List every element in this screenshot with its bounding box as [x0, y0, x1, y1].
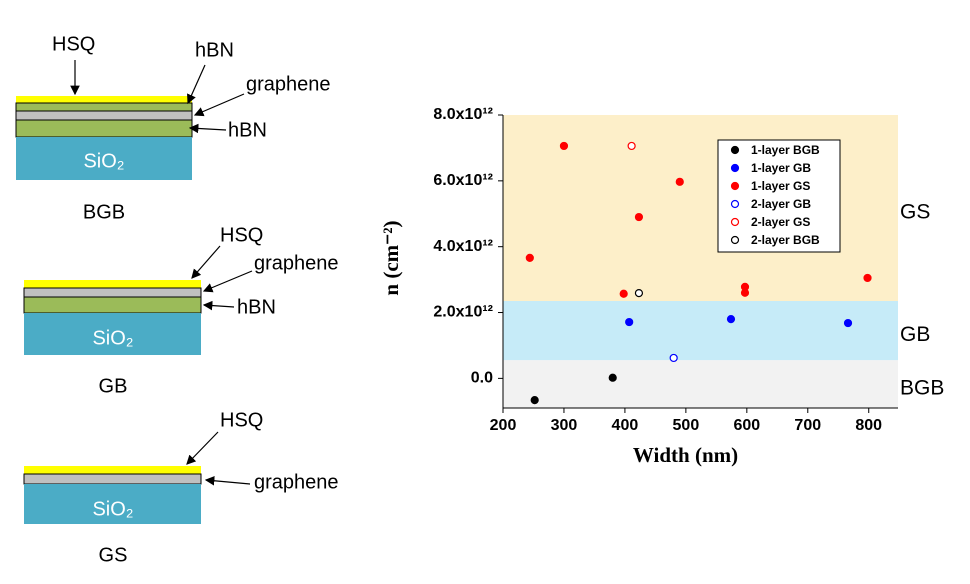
legend-marker [730, 199, 740, 209]
point [625, 317, 634, 327]
legend-marker [730, 163, 740, 173]
substrate-label: SiO₂ [92, 498, 133, 520]
arrow [202, 300, 235, 311]
legend-box [717, 139, 841, 253]
caption: GB [99, 375, 128, 397]
caption: BGB [83, 201, 125, 223]
graphene-layer [23, 287, 202, 298]
sio2-layer [24, 313, 201, 355]
arrow [188, 123, 227, 134]
arrow [186, 431, 219, 465]
region [503, 301, 898, 361]
diagram-bgb: SiO₂ HSQ hBN graphene hBN BGB [15, 33, 331, 223]
y-tick-label: 2.0x10¹² [433, 304, 493, 321]
legend-marker [730, 217, 740, 227]
legend-label: 2-layer BGB [751, 233, 820, 247]
layer-label: graphene [254, 471, 339, 493]
point [608, 373, 617, 382]
x-tick-label: 700 [794, 417, 821, 434]
point [843, 318, 853, 328]
point [634, 289, 644, 298]
layer-label: HSQ [220, 409, 263, 431]
graphene-layer [23, 473, 202, 485]
layer-label: graphene [254, 252, 339, 274]
point [669, 353, 678, 363]
layer-label: hBN [237, 296, 276, 318]
legend-marker [730, 145, 740, 155]
diagram-gs: SiO₂ HSQ graphene GS [23, 409, 339, 566]
legend-marker [730, 181, 740, 191]
hsq-layer [24, 280, 201, 288]
layer-label: graphene [246, 73, 331, 95]
hbn-layer [15, 102, 193, 112]
chart: GS GB BGB 0.0 2.0x10¹² 4.0x10¹² 6.0x10¹² 8.0x10… [379, 106, 944, 467]
arrow [193, 93, 245, 117]
diagram-gb: SiO₂ HSQ graphene hBN GB [23, 224, 339, 397]
y-tick-label: 8.0x10¹² [433, 106, 493, 123]
layer-label: HSQ [220, 224, 263, 246]
x-tick-label: 300 [551, 417, 578, 434]
layer-label: HSQ [52, 33, 95, 55]
layer-label: hBN [195, 39, 234, 61]
legend-label: 2-layer GB [751, 197, 811, 211]
hbn-layer [23, 296, 202, 314]
arrow [204, 475, 251, 486]
point [726, 315, 736, 324]
x-tick-label: 800 [855, 417, 882, 434]
sio2-layer [24, 484, 201, 524]
substrate-label: SiO₂ [83, 150, 124, 172]
x-tick-label: 500 [673, 417, 700, 434]
legend-marker [730, 235, 740, 245]
hsq-layer [24, 466, 201, 474]
point [634, 212, 644, 222]
point [627, 141, 636, 151]
legend-label: 1-layer BGB [751, 143, 820, 157]
point [559, 141, 569, 151]
y-tick-label: 4.0x10¹² [433, 238, 493, 255]
legend-label: 2-layer GS [751, 215, 810, 229]
y-tick-label: 0.0 [471, 370, 493, 387]
legend-label: 1-layer GB [751, 161, 811, 175]
layer-label: hBN [228, 119, 267, 141]
x-axis-label: Width (nm) [633, 443, 738, 467]
arrow [202, 270, 253, 293]
x-tick-label: 400 [612, 417, 639, 434]
point [525, 253, 534, 262]
arrow [191, 245, 221, 279]
region [503, 360, 898, 408]
region-label: BGB [900, 377, 944, 400]
point [530, 395, 539, 405]
region-label: GS [900, 201, 930, 224]
graphene-layer [15, 110, 193, 121]
point [863, 273, 872, 283]
legend-label: 1-layer GS [751, 179, 810, 193]
point [675, 177, 684, 186]
x-tick-label: 200 [490, 417, 517, 434]
caption: GS [99, 544, 128, 566]
y-axis-label: n (cm⁻²) [379, 220, 403, 295]
sio2-layer [16, 137, 192, 180]
region-label: GB [900, 323, 930, 346]
hbn-layer [15, 119, 193, 138]
hsq-layer [16, 96, 192, 103]
arrow [187, 64, 206, 105]
substrate-label: SiO₂ [92, 327, 133, 349]
y-tick-label: 6.0x10¹² [433, 172, 493, 189]
point [740, 288, 750, 297]
point [619, 289, 628, 298]
x-tick-label: 600 [733, 417, 760, 434]
